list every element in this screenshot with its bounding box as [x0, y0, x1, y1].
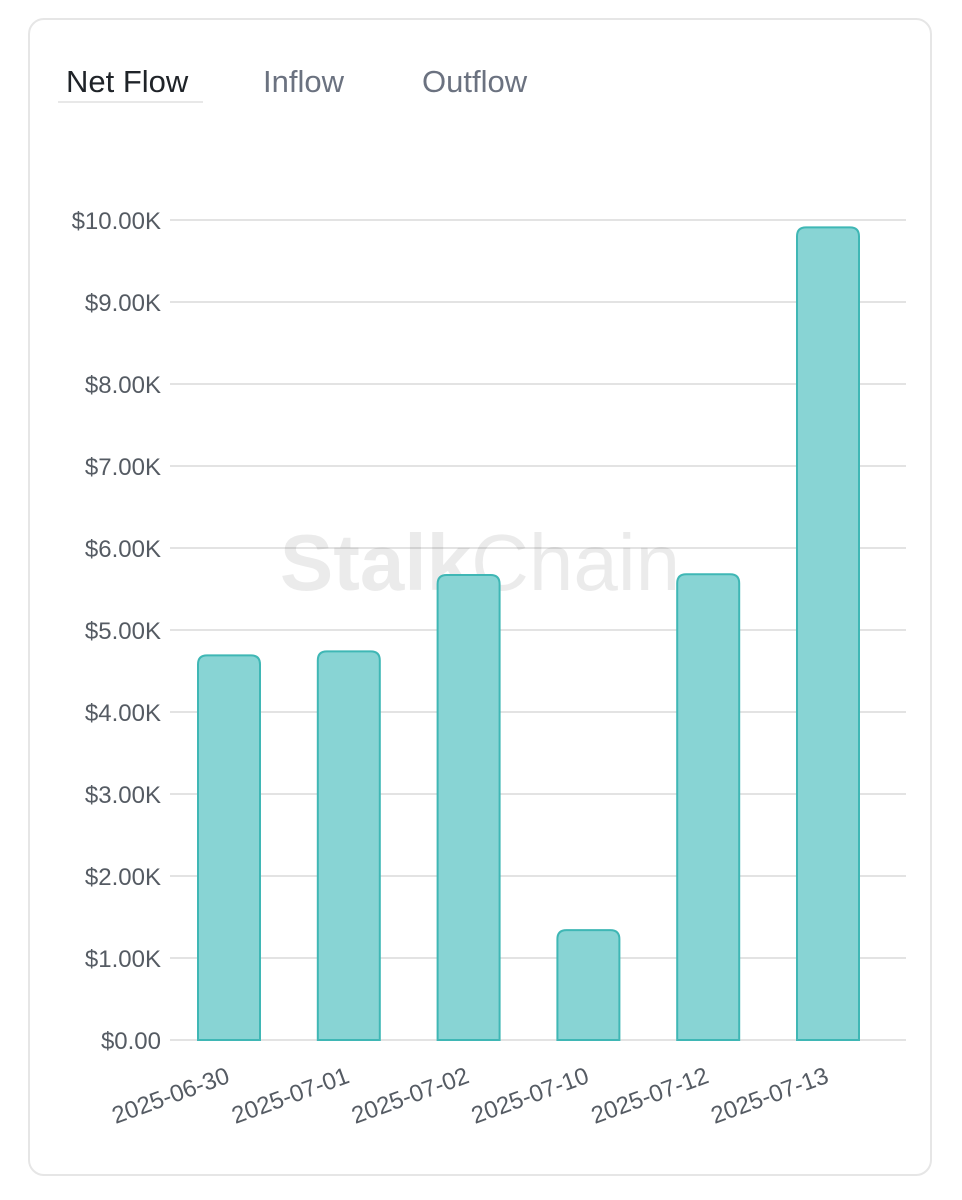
watermark-light: Chain — [471, 518, 680, 607]
y-tick-label: $8.00K — [85, 372, 161, 399]
y-tick-label: $7.00K — [85, 454, 161, 481]
active-tab-underline — [58, 101, 203, 103]
x-tick-label: 2025-07-01 — [228, 1062, 353, 1129]
x-tick-label: 2025-07-02 — [348, 1062, 473, 1129]
y-tick-label: $9.00K — [85, 290, 161, 317]
y-axis-labels: $0.00 $1.00K $2.00K $3.00K $4.00K $5.00K $6.00… — [72, 208, 161, 1055]
bar-2025-07-01[interactable] — [316, 650, 381, 1041]
watermark-text: StalkChain — [280, 518, 680, 607]
y-tick-label: $10.00K — [72, 208, 161, 235]
bar-2025-07-10[interactable] — [556, 929, 621, 1041]
bar-2025-07-12[interactable] — [676, 573, 741, 1041]
y-tick-label: $5.00K — [85, 618, 161, 645]
bar-2025-07-02[interactable] — [436, 574, 501, 1041]
tab-bar: Net Flow Inflow Outflow — [30, 20, 930, 120]
y-tick-label: $1.00K — [85, 946, 161, 973]
x-tick-label: 2025-07-13 — [707, 1062, 832, 1129]
tab-net-flow[interactable]: Net Flow — [66, 64, 189, 99]
bar-2025-06-30[interactable] — [197, 654, 261, 1041]
x-tick-label: 2025-06-30 — [108, 1062, 233, 1129]
y-tick-label: $0.00 — [101, 1028, 161, 1055]
y-tick-label: $2.00K — [85, 864, 161, 891]
tab-outflow[interactable]: Outflow — [422, 64, 528, 99]
y-tick-label: $3.00K — [85, 782, 161, 809]
x-tick-label: 2025-07-10 — [468, 1062, 593, 1129]
x-tick-label: 2025-07-12 — [588, 1062, 713, 1129]
bars — [197, 226, 860, 1041]
grid-lines — [170, 219, 906, 1041]
watermark: StalkChain — [280, 518, 680, 607]
y-tick-label: $6.00K — [85, 536, 161, 563]
y-tick-label: $4.00K — [85, 700, 161, 727]
x-axis-labels: 2025-06-302025-07-012025-07-022025-07-10… — [108, 1062, 832, 1129]
tab-inflow[interactable]: Inflow — [263, 64, 344, 99]
bar-2025-07-13[interactable] — [796, 226, 860, 1041]
